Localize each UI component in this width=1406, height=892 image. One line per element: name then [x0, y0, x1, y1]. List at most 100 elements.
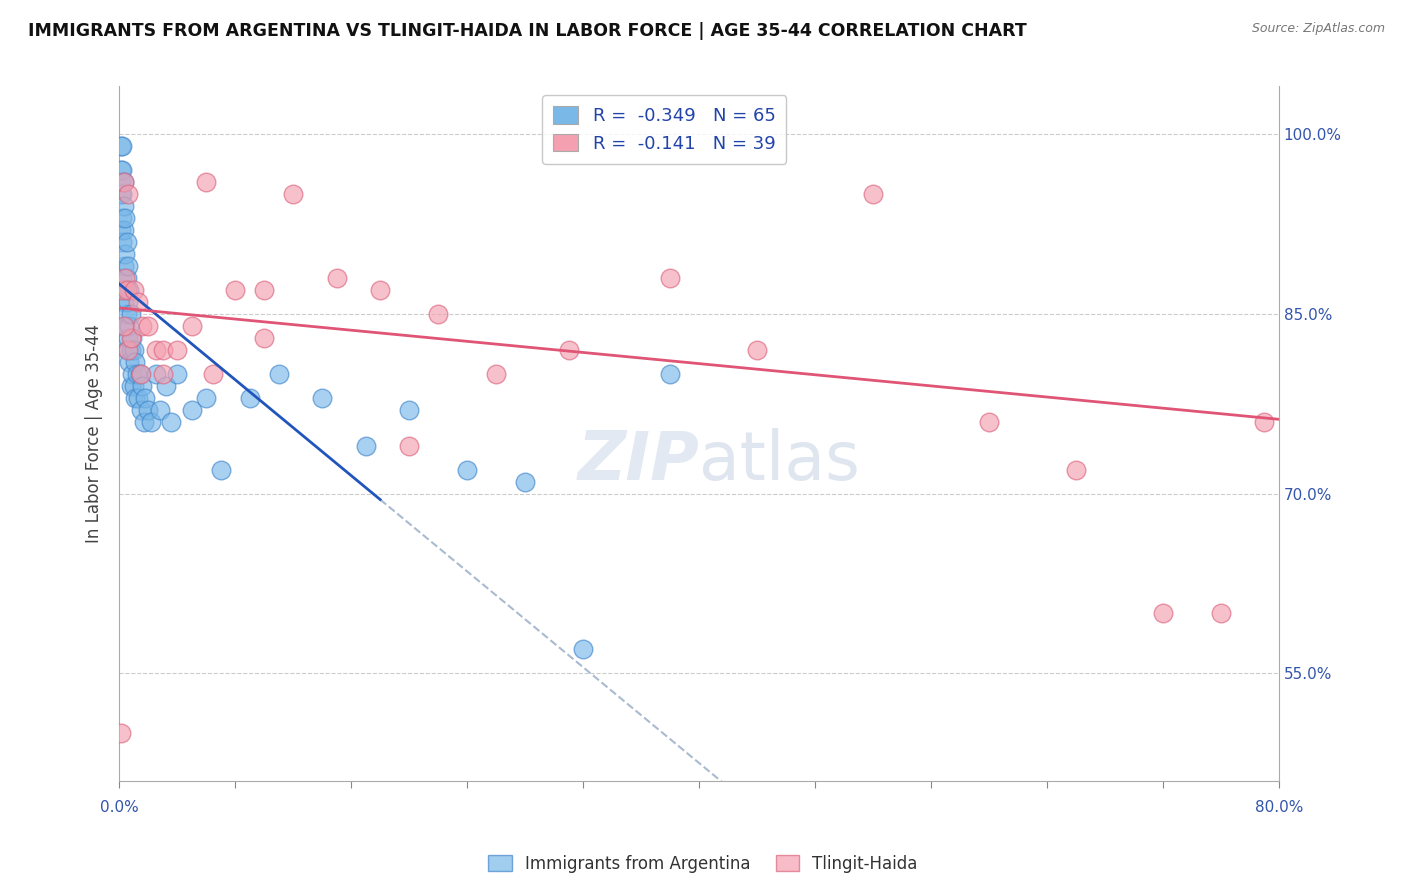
Point [117, 331, 139, 345]
Point [485, 367, 508, 381]
Text: ZIP: ZIP [578, 428, 699, 494]
Point [114, 283, 136, 297]
Point [117, 187, 139, 202]
Point [111, 139, 134, 153]
Point [112, 199, 135, 213]
Text: IMMIGRANTS FROM ARGENTINA VS TLINGIT-HAIDA IN LABOR FORCE | AGE 35-44 CORRELATIO: IMMIGRANTS FROM ARGENTINA VS TLINGIT-HAI… [28, 22, 1026, 40]
Point [115, 307, 138, 321]
Point [202, 367, 225, 381]
Point [398, 439, 420, 453]
Point [572, 642, 595, 657]
Point [127, 391, 149, 405]
Point [122, 283, 145, 297]
Point [132, 415, 155, 429]
Point [111, 163, 134, 178]
Point [239, 391, 262, 405]
Point [115, 283, 138, 297]
Text: Source: ZipAtlas.com: Source: ZipAtlas.com [1251, 22, 1385, 36]
Point [659, 367, 682, 381]
Point [131, 378, 153, 392]
Point [124, 391, 146, 405]
Point [145, 343, 167, 357]
Text: 80.0%: 80.0% [1254, 799, 1303, 814]
Point [224, 283, 246, 297]
Point [112, 318, 135, 333]
Point [152, 343, 174, 357]
Point [110, 223, 132, 237]
Point [114, 211, 136, 226]
Legend: Immigrants from Argentina, Tlingit-Haida: Immigrants from Argentina, Tlingit-Haida [482, 848, 924, 880]
Point [131, 318, 153, 333]
Point [115, 235, 138, 249]
Point [253, 283, 276, 297]
Point [267, 367, 290, 381]
Point [111, 271, 134, 285]
Point [112, 175, 135, 189]
Point [117, 343, 139, 357]
Point [659, 271, 682, 285]
Point [112, 175, 135, 189]
Point [136, 318, 159, 333]
Point [118, 283, 141, 297]
Point [180, 318, 202, 333]
Point [427, 307, 450, 321]
Point [166, 367, 188, 381]
Point [368, 283, 391, 297]
Point [115, 343, 138, 357]
Point [121, 367, 143, 381]
Point [111, 211, 134, 226]
Point [110, 726, 132, 740]
Point [112, 223, 135, 237]
Point [180, 402, 202, 417]
Point [110, 163, 132, 178]
Point [155, 378, 177, 392]
Point [122, 343, 145, 357]
Point [354, 439, 377, 453]
Point [283, 187, 305, 202]
Point [118, 318, 141, 333]
Point [120, 343, 142, 357]
Point [110, 187, 132, 202]
Y-axis label: In Labor Force | Age 35-44: In Labor Force | Age 35-44 [86, 324, 103, 543]
Point [149, 402, 172, 417]
Point [195, 391, 218, 405]
Point [120, 378, 142, 392]
Point [325, 271, 347, 285]
Point [253, 331, 276, 345]
Point [114, 271, 136, 285]
Point [398, 402, 420, 417]
Point [195, 175, 218, 189]
Legend: R =  -0.349   N = 65, R =  -0.141   N = 39: R = -0.349 N = 65, R = -0.141 N = 39 [543, 95, 786, 164]
Point [557, 343, 579, 357]
Point [122, 378, 145, 392]
Point [110, 139, 132, 153]
Point [129, 367, 152, 381]
Point [1253, 415, 1275, 429]
Point [121, 331, 143, 345]
Point [152, 367, 174, 381]
Point [111, 283, 134, 297]
Text: atlas: atlas [699, 428, 860, 494]
Point [134, 391, 156, 405]
Point [127, 294, 149, 309]
Point [1152, 607, 1174, 621]
Point [111, 235, 134, 249]
Point [311, 391, 333, 405]
Point [745, 343, 768, 357]
Point [1064, 462, 1087, 476]
Point [145, 367, 167, 381]
Point [112, 294, 135, 309]
Point [110, 175, 132, 189]
Point [118, 355, 141, 369]
Point [136, 402, 159, 417]
Point [125, 367, 148, 381]
Point [1209, 607, 1232, 621]
Point [114, 318, 136, 333]
Point [120, 307, 142, 321]
Point [977, 415, 1000, 429]
Point [111, 187, 134, 202]
Point [129, 402, 152, 417]
Point [160, 415, 183, 429]
Point [120, 331, 142, 345]
Point [117, 259, 139, 273]
